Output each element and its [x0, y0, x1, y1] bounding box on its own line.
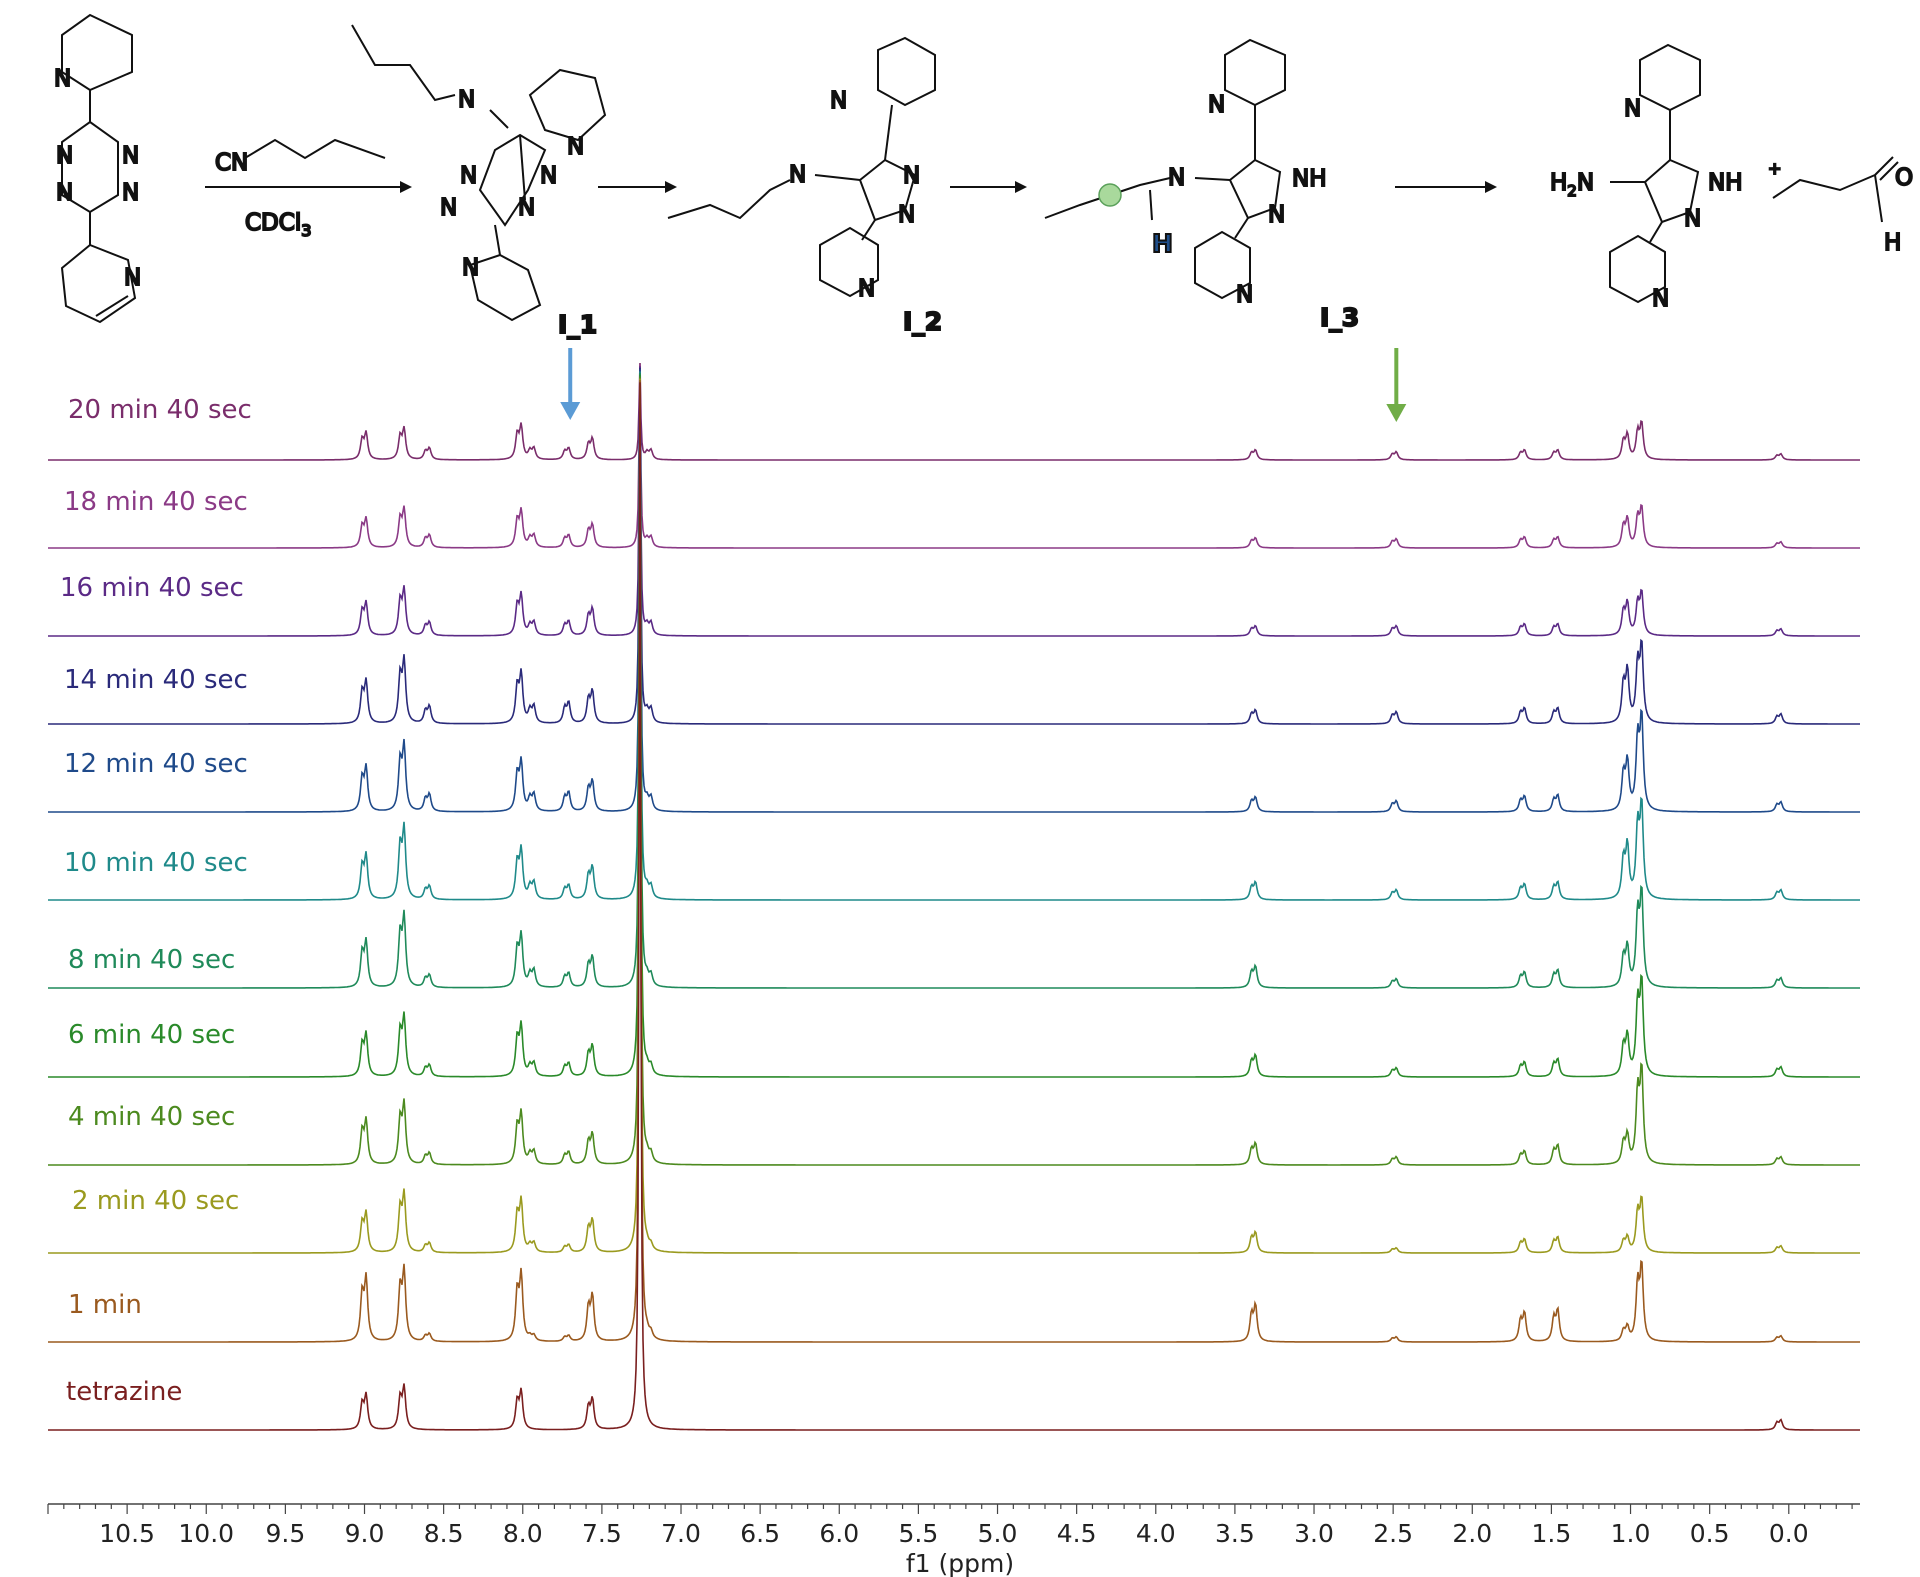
i2-label: I_2 — [903, 307, 942, 336]
butanal-h: H — [1884, 230, 1901, 256]
i3-pyridyl-n-top: N — [1208, 92, 1225, 118]
x-tick-label: 9.0 — [345, 1519, 385, 1548]
x-tick-label: 4.5 — [1057, 1519, 1097, 1548]
i1-ring-n1: N — [460, 163, 477, 189]
product-pyridyl-n-top: N — [1624, 96, 1641, 122]
product-pyridyl-n-bottom: N — [1652, 286, 1669, 312]
i1-ring-n2: N — [540, 163, 557, 189]
peak-arrow-head — [1386, 404, 1407, 422]
x-tick-label: 3.5 — [1215, 1519, 1255, 1548]
reagent-label: CN — [215, 150, 248, 176]
x-axis-label: f1 (ppm) — [906, 1549, 1014, 1577]
series-label: 6 min 40 sec — [68, 1020, 235, 1050]
x-tick-label: 1.0 — [1611, 1519, 1651, 1548]
i3-imine-n: N — [1168, 165, 1185, 191]
intermediate-1-structure — [351, 24, 607, 322]
spectrum-trace — [48, 376, 1860, 1166]
spectrum-trace — [48, 380, 1860, 1343]
plus-sign: + — [1768, 159, 1781, 178]
series-label: 8 min 40 sec — [68, 945, 235, 975]
x-tick-label: 10.0 — [178, 1519, 234, 1548]
x-tick-label: 5.0 — [978, 1519, 1018, 1548]
series-label: 10 min 40 sec — [64, 848, 248, 878]
series-label: 14 min 40 sec — [64, 665, 248, 695]
spectrum-trace — [48, 378, 1860, 1254]
spectrum-trace — [48, 369, 1860, 813]
spectrum-trace — [48, 382, 1860, 1431]
reaction-scheme: N N N N N N CN CDCl3 N N N N N N N I_1 — [53, 13, 1914, 340]
nmr-traces — [48, 362, 1860, 1431]
i3-highlight-circle — [1098, 183, 1122, 207]
series-label: 1 min — [68, 1290, 142, 1320]
i2-pyridyl-n-top: N — [830, 88, 847, 114]
x-tick-label: 8.5 — [424, 1519, 464, 1548]
trace-labels: 20 min 40 sec 18 min 40 sec 16 min 40 sec 1… — [60, 395, 252, 1407]
i1-pyridyl-n-top: N — [567, 134, 584, 160]
i3-aldimine-h: H — [1152, 229, 1173, 258]
series-label: 12 min 40 sec — [64, 749, 248, 779]
peak-arrow-head — [560, 402, 581, 420]
i2-ring-n1: N — [903, 163, 920, 189]
butanal-structure — [1772, 156, 1899, 223]
intermediate-3-structure — [1044, 38, 1286, 300]
tetrazine-ring-n1: N — [56, 143, 73, 169]
series-label: 4 min 40 sec — [68, 1102, 235, 1132]
x-tick-label: 7.5 — [582, 1519, 622, 1548]
spectrum-trace — [48, 371, 1860, 901]
x-tick-label: 1.5 — [1532, 1519, 1572, 1548]
series-label: 2 min 40 sec — [72, 1186, 239, 1216]
x-tick-label: 2.5 — [1373, 1519, 1413, 1548]
x-tick-label: 7.0 — [661, 1519, 701, 1548]
series-label: tetrazine — [66, 1377, 182, 1407]
x-tick-label: 5.5 — [899, 1519, 939, 1548]
i2-pyridyl-n-bottom: N — [858, 276, 875, 302]
product-ring-nh: NH — [1708, 170, 1743, 196]
spectrum-trace — [48, 374, 1860, 1078]
x-tick-label: 10.5 — [99, 1519, 155, 1548]
i1-pyridyl-n-bottom: N — [462, 255, 479, 281]
i2-imine-n: N — [789, 162, 806, 188]
x-tick-label: 2.0 — [1452, 1519, 1492, 1548]
series-label: 16 min 40 sec — [60, 573, 244, 603]
series-label: 20 min 40 sec — [68, 395, 252, 425]
x-tick-label: 0.5 — [1690, 1519, 1730, 1548]
spectrum-trace — [48, 366, 1860, 637]
x-tick-label: 6.0 — [819, 1519, 859, 1548]
x-tick-label: 6.5 — [740, 1519, 780, 1548]
x-tick-label: 9.5 — [265, 1519, 305, 1548]
x-axis-ticks: 10.5 10.0 9.5 9.0 8.5 8.0 7.5 7.0 6.5 6.0 5.5 5.0 4.… — [47, 1504, 1853, 1548]
i1-ring-n4: N — [518, 195, 535, 221]
spectrum-trace — [48, 372, 1860, 989]
i3-ring-n: N — [1268, 202, 1285, 228]
peak-arrows — [560, 348, 1407, 422]
x-tick-label: 0.0 — [1769, 1519, 1809, 1548]
tetrazine-ring-n2: N — [122, 143, 139, 169]
product-amine: H2N — [1550, 170, 1594, 200]
tetrazine-structure — [60, 13, 137, 324]
aminopyrazole-structure — [1609, 43, 1701, 304]
i1-imine-n: N — [458, 87, 475, 113]
i1-ring-n3: N — [440, 195, 457, 221]
spectrum-trace — [48, 362, 1860, 461]
i1-label: I_1 — [558, 310, 597, 339]
series-label: 18 min 40 sec — [64, 487, 248, 517]
x-tick-label: 8.0 — [503, 1519, 543, 1548]
tetrazine-ring-n3: N — [56, 180, 73, 206]
i3-ring-nh: NH — [1292, 166, 1327, 192]
butanal-o: O — [1895, 165, 1913, 191]
x-tick-label: 4.0 — [1136, 1519, 1176, 1548]
i2-ring-n2: N — [898, 202, 915, 228]
solvent-label: CDCl3 — [245, 210, 311, 240]
spectrum-trace — [48, 364, 1860, 549]
product-ring-n: N — [1684, 206, 1701, 232]
tetrazine-ring-n4: N — [122, 180, 139, 206]
spectrum-trace — [48, 367, 1860, 725]
x-tick-label: 3.0 — [1294, 1519, 1334, 1548]
i3-pyridyl-n-bottom: N — [1236, 282, 1253, 308]
tetrazine-pyridyl-n-top: N — [54, 66, 71, 92]
i3-label: I_3 — [1320, 303, 1359, 332]
intermediate-2-structure — [667, 36, 936, 298]
tetrazine-pyridyl-n-bottom: N — [124, 265, 141, 291]
